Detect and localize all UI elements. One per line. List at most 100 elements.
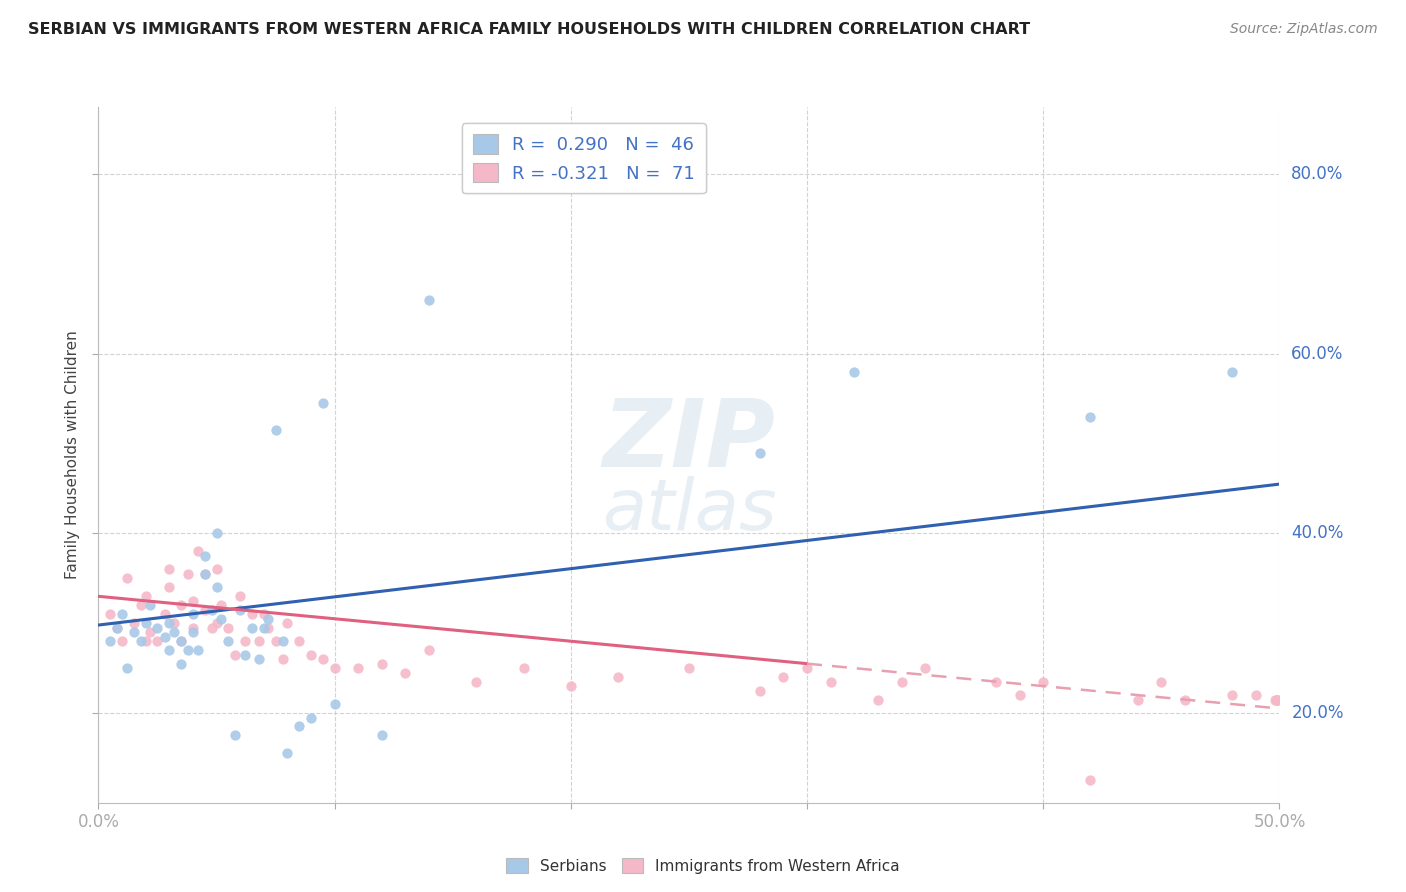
Point (122, 616, 145, 631)
Point (312, 652, 335, 666)
Point (194, 566, 217, 581)
Text: ZIP: ZIP (603, 395, 775, 487)
Point (257, 612, 280, 626)
Point (276, 616, 298, 631)
Point (371, 657, 394, 671)
Point (153, 630, 176, 644)
Point (1032, 674, 1054, 689)
Point (233, 634, 256, 648)
Point (1265, 692, 1288, 706)
Point (607, 670, 630, 684)
Point (1150, 674, 1173, 689)
Point (247, 652, 270, 666)
Point (201, 603, 224, 617)
Point (914, 661, 936, 675)
Point (1080, 773, 1102, 788)
Point (253, 621, 276, 635)
Point (820, 674, 842, 689)
Point (1244, 688, 1267, 702)
Point (217, 621, 239, 635)
Point (153, 607, 176, 622)
Point (264, 423, 287, 437)
Point (748, 683, 770, 698)
Point (157, 643, 180, 657)
Point (224, 729, 246, 743)
Point (465, 674, 488, 689)
Point (122, 625, 145, 640)
Point (181, 625, 204, 640)
Point (224, 648, 246, 662)
Point (139, 625, 162, 640)
Point (146, 634, 169, 648)
Point (866, 692, 889, 706)
Point (170, 657, 193, 671)
Point (271, 634, 294, 648)
Point (323, 697, 346, 711)
Text: SERBIAN VS IMMIGRANTS FROM WESTERN AFRICA FAMILY HOUSEHOLDS WITH CHILDREN CORREL: SERBIAN VS IMMIGRANTS FROM WESTERN AFRIC… (28, 22, 1031, 37)
Point (205, 616, 228, 631)
Point (1265, 692, 1288, 706)
Point (796, 661, 818, 675)
Point (181, 594, 204, 608)
Point (217, 634, 239, 648)
Point (890, 674, 912, 689)
Point (135, 616, 157, 631)
Point (135, 634, 157, 648)
Legend: R =  0.290   N =  46, R = -0.321   N =  71: R = 0.290 N = 46, R = -0.321 N = 71 (461, 123, 706, 194)
Point (146, 621, 169, 635)
Point (187, 643, 209, 657)
Point (181, 607, 204, 622)
Point (1264, 692, 1286, 706)
Point (139, 599, 162, 613)
Point (1220, 688, 1243, 702)
Point (209, 599, 232, 613)
Text: 80.0%: 80.0% (1291, 165, 1344, 184)
Point (170, 634, 193, 648)
Point (394, 665, 416, 680)
Point (194, 549, 217, 563)
Point (205, 526, 228, 541)
Y-axis label: Family Households with Children: Family Households with Children (65, 331, 80, 579)
Point (1080, 409, 1102, 424)
Point (157, 580, 180, 594)
Point (170, 599, 193, 613)
Point (115, 571, 138, 585)
Point (157, 616, 180, 631)
Point (233, 648, 256, 662)
Point (312, 396, 335, 410)
Point (115, 661, 138, 675)
Point (772, 670, 794, 684)
Point (512, 661, 534, 675)
Point (170, 634, 193, 648)
Point (129, 634, 152, 648)
Point (276, 747, 298, 761)
Point (288, 634, 311, 648)
Point (157, 562, 180, 576)
Text: Source: ZipAtlas.com: Source: ZipAtlas.com (1230, 22, 1378, 37)
Point (247, 634, 270, 648)
Point (288, 719, 311, 733)
Point (205, 562, 228, 576)
Point (163, 616, 186, 631)
Point (1008, 688, 1031, 702)
Point (129, 599, 152, 613)
Point (257, 621, 280, 635)
Point (299, 710, 322, 724)
Point (264, 634, 287, 648)
Point (253, 607, 276, 622)
Point (240, 621, 263, 635)
Point (194, 603, 217, 617)
Point (1174, 692, 1197, 706)
Point (323, 661, 346, 675)
Point (1265, 692, 1288, 706)
Point (135, 590, 157, 604)
Point (98, 634, 121, 648)
Point (111, 607, 134, 622)
Point (560, 679, 582, 693)
Point (105, 621, 128, 635)
Point (229, 590, 252, 604)
Point (844, 365, 866, 379)
Point (748, 445, 770, 459)
Point (240, 607, 263, 622)
Point (98, 607, 121, 622)
